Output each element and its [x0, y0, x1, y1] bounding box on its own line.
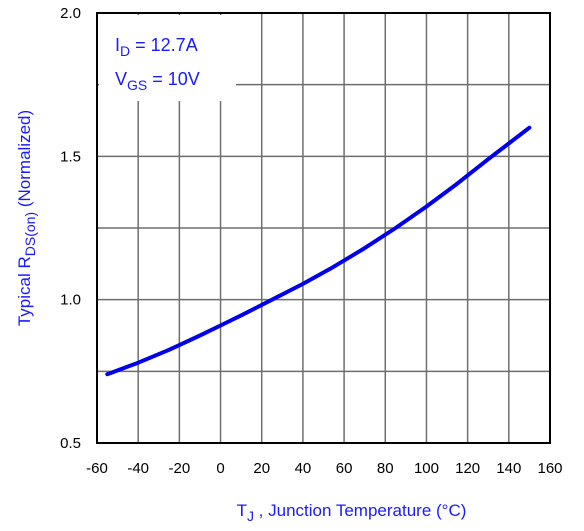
- y-tick-label: 1.0: [60, 292, 81, 309]
- x-tick-label: 120: [455, 460, 480, 477]
- x-tick-label: 0: [216, 460, 224, 477]
- annotation-current: ID = 12.7A: [115, 35, 198, 59]
- series-layer: [105, 125, 532, 377]
- annotation-background: [99, 15, 236, 101]
- x-tick-label: 60: [336, 460, 353, 477]
- x-tick-label: 100: [414, 460, 439, 477]
- x-tick-label: 40: [295, 460, 312, 477]
- y-tick-label: 2.0: [60, 5, 81, 22]
- x-tick-label: 140: [496, 460, 521, 477]
- annotation-box: [99, 15, 236, 101]
- y-tick-label: 1.5: [60, 148, 81, 165]
- x-tick-labels: -60 -40 -20 0 20 40 60 80 100 120 140 160: [86, 460, 562, 477]
- grid: [97, 13, 550, 443]
- x-axis-label: TJ , Junction Temperature (°C): [237, 501, 467, 524]
- y-axis-label: Typical RDS(on) (Normalized): [15, 110, 38, 326]
- x-tick-label: 20: [253, 460, 270, 477]
- x-tick-label: -40: [127, 460, 149, 477]
- x-tick-label: -20: [169, 460, 191, 477]
- y-tick-label: 0.5: [60, 435, 81, 452]
- x-tick-label: 160: [537, 460, 562, 477]
- x-tick-label: -60: [86, 460, 108, 477]
- x-tick-label: 80: [377, 460, 394, 477]
- plot-frame: [96, 12, 551, 444]
- annotation-voltage: VGS = 10V: [115, 69, 200, 93]
- y-tick-labels: 0.5 1.0 1.5 2.0: [60, 5, 81, 452]
- series-line: [105, 125, 532, 377]
